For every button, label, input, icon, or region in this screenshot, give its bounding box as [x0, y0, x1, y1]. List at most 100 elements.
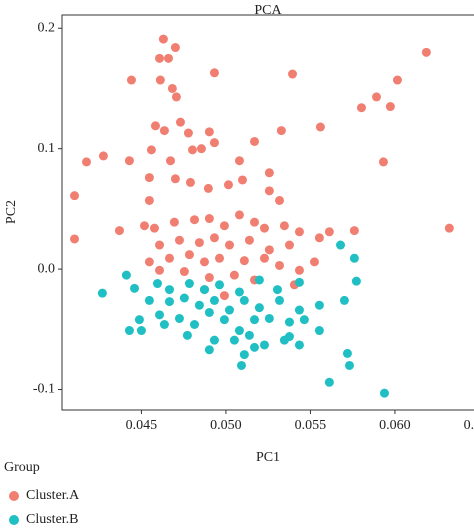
point [204, 307, 214, 317]
point [349, 226, 359, 236]
point [155, 240, 165, 250]
point [294, 227, 304, 237]
point [164, 285, 174, 295]
point [150, 121, 160, 131]
point [189, 319, 199, 329]
point [299, 315, 309, 325]
point [184, 279, 194, 289]
point [284, 332, 294, 342]
legend-marker [9, 515, 19, 525]
point [249, 217, 259, 227]
legend-marker [9, 491, 19, 501]
point [244, 330, 254, 340]
point [229, 270, 239, 280]
point [294, 305, 304, 315]
point [179, 267, 189, 277]
point [264, 245, 274, 255]
point [163, 53, 173, 63]
point [444, 223, 454, 233]
point [284, 240, 294, 250]
y-tick-label: 0.2 [38, 20, 56, 35]
point [244, 235, 254, 245]
plot-area [61, 14, 474, 411]
point [199, 285, 209, 295]
point [174, 235, 184, 245]
point [70, 234, 80, 244]
point [239, 350, 249, 360]
chart-title: PCA [254, 3, 282, 18]
point [219, 221, 229, 231]
point [229, 335, 239, 345]
point [209, 138, 219, 148]
point [136, 326, 146, 336]
y-tick-label: -0.1 [33, 382, 55, 397]
point [149, 223, 159, 233]
point [264, 186, 274, 196]
point [164, 297, 174, 307]
point [259, 223, 269, 233]
point [159, 126, 169, 136]
point [209, 335, 219, 345]
point [314, 233, 324, 243]
point [421, 47, 431, 57]
point [179, 293, 189, 303]
point [98, 151, 108, 161]
point [159, 319, 169, 329]
x-tick-label: 0.045 [126, 418, 158, 433]
point [144, 257, 154, 267]
point [199, 257, 209, 267]
point [182, 330, 192, 340]
point [215, 253, 225, 263]
point [239, 295, 249, 305]
point [259, 340, 269, 350]
point [194, 300, 204, 310]
legend-title: Group [4, 460, 40, 475]
point [187, 145, 197, 155]
point [234, 156, 244, 166]
point [372, 92, 382, 102]
point [284, 317, 294, 327]
legend-label: Cluster.A [26, 488, 80, 503]
point [165, 156, 175, 166]
point [97, 288, 107, 298]
point [219, 315, 229, 325]
point [219, 291, 229, 301]
point [144, 295, 154, 305]
point [314, 326, 324, 336]
point [275, 195, 285, 205]
legend-label: Cluster.B [26, 512, 79, 527]
point [209, 233, 219, 243]
point [314, 300, 324, 310]
point [236, 360, 246, 370]
point [272, 285, 282, 295]
point [279, 221, 289, 231]
point [144, 195, 154, 205]
point [249, 342, 259, 352]
point [158, 34, 168, 44]
point [155, 265, 165, 275]
point [294, 277, 304, 287]
point [204, 345, 214, 355]
point [124, 156, 134, 166]
point [237, 175, 247, 185]
point [264, 168, 274, 178]
point [204, 214, 214, 224]
point [114, 226, 124, 236]
x-tick-label: 0.050 [210, 418, 242, 433]
point [82, 157, 92, 167]
point [249, 136, 259, 146]
point [124, 326, 134, 336]
point [224, 240, 234, 250]
point [275, 260, 285, 270]
point [152, 279, 162, 289]
point [349, 253, 359, 263]
point [130, 283, 140, 293]
point [309, 257, 319, 267]
point [342, 348, 352, 358]
point [189, 215, 199, 225]
point [276, 126, 286, 136]
point [184, 250, 194, 260]
point [170, 43, 180, 53]
point [155, 75, 165, 85]
